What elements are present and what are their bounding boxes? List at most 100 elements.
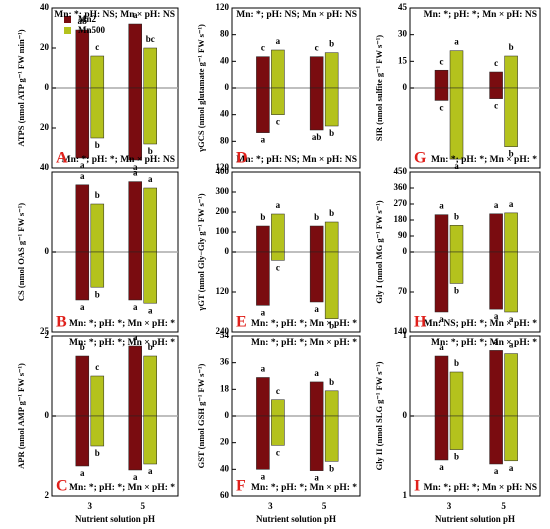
y-tick-label: 80 xyxy=(220,135,230,145)
significance-letter: a xyxy=(80,171,85,181)
y-tick-label: 120 xyxy=(216,162,230,172)
panel-letter: C xyxy=(56,478,68,495)
y-tick-label: 0 xyxy=(403,246,408,256)
y-tick-label: 0 xyxy=(225,246,230,256)
legend-swatch xyxy=(64,27,71,34)
annotation: Mn: *; pH: *; Mn × pH: * xyxy=(69,319,175,329)
significance-letter: c xyxy=(494,101,498,111)
significance-letter: a xyxy=(314,304,319,314)
y-tick-label: 20 xyxy=(40,42,50,52)
bar xyxy=(143,355,157,417)
bar xyxy=(449,225,464,253)
significance-letter: b xyxy=(314,212,319,222)
y-axis-label: CS (nmol OAS g⁻¹ FW s⁻¹) xyxy=(16,203,26,301)
significance-letter: a xyxy=(133,302,138,312)
significance-letter: b xyxy=(95,140,100,150)
x-axis-label: Nutrient solution pH xyxy=(256,514,336,524)
bar xyxy=(309,415,324,471)
significance-letter: a xyxy=(276,36,281,46)
significance-letter: b xyxy=(95,289,100,299)
significance-letter: a xyxy=(133,162,138,172)
bar xyxy=(90,415,105,447)
bar xyxy=(489,213,503,253)
y-tick-label: 200 xyxy=(216,206,230,216)
panel-letter: D xyxy=(236,150,248,167)
y-tick-label: 270 xyxy=(394,198,408,208)
significance-letter: c xyxy=(440,56,444,66)
bar xyxy=(271,399,285,417)
x-tick-label: 5 xyxy=(322,501,327,511)
significance-letter: a xyxy=(494,466,499,476)
y-tick-label: 40 xyxy=(220,463,230,473)
significance-letter: b xyxy=(509,42,514,52)
significance-letter: c xyxy=(315,43,319,53)
y-tick-label: 180 xyxy=(394,214,408,224)
bar xyxy=(143,251,157,304)
significance-letter: a xyxy=(261,307,266,317)
bar xyxy=(309,225,324,253)
significance-letter: a xyxy=(133,10,138,20)
bar xyxy=(489,350,503,417)
annotation: Mn: *; pH: NS; Mn × pH: NS xyxy=(236,10,357,20)
y-tick-label: 2 xyxy=(45,490,50,500)
bar xyxy=(504,55,518,89)
y-axis-label: Gly I (nmol MG g⁻¹ FW s⁻¹) xyxy=(374,200,384,303)
significance-letter: a xyxy=(148,466,153,476)
bar xyxy=(90,203,105,253)
significance-letter: a xyxy=(439,201,444,211)
significance-letter: a xyxy=(261,364,266,374)
y-tick-label: 15 xyxy=(398,55,408,65)
bar xyxy=(449,415,464,450)
y-tick-label: 60 xyxy=(220,490,230,500)
annotation: Mn: *; pH: *; Mn × pH: * xyxy=(431,338,537,348)
significance-letter: b xyxy=(454,358,459,368)
bar xyxy=(75,29,90,89)
significance-letter: b xyxy=(329,463,334,473)
y-tick-label: 40 xyxy=(220,55,230,65)
bar xyxy=(434,87,449,101)
significance-letter: c xyxy=(261,43,265,53)
significance-letter: c xyxy=(276,117,280,127)
y-tick-label: 20 xyxy=(40,122,50,132)
y-tick-label: 0 xyxy=(403,410,408,420)
annotation: Mn: *; pH: *; Mn × pH: NS xyxy=(62,155,175,165)
bar xyxy=(489,87,503,99)
significance-letter: a xyxy=(80,302,85,312)
panel-letter: G xyxy=(414,150,427,167)
y-axis-label: GST (nmol GSH g⁻¹ FW s⁻¹) xyxy=(196,363,206,468)
y-tick-label: 0 xyxy=(225,82,230,92)
x-axis-label: Nutrient solution pH xyxy=(435,514,515,524)
bar xyxy=(143,47,157,89)
annotation: Mn: NS; pH: *; Mn × pH: * xyxy=(424,319,538,329)
significance-letter: c xyxy=(276,386,280,396)
significance-letter: b xyxy=(148,342,153,352)
significance-letter: a xyxy=(454,161,459,171)
y-tick-label: 2 xyxy=(45,330,50,340)
significance-letter: b xyxy=(329,208,334,218)
significance-letter: a xyxy=(148,305,153,315)
panel-letter: A xyxy=(56,150,68,167)
y-tick-label: 120 xyxy=(216,286,230,296)
significance-letter: b xyxy=(329,321,334,331)
bar xyxy=(128,415,142,471)
y-axis-label: SIR (nmol sulfite g⁻¹ FW s⁻¹) xyxy=(374,35,384,141)
bar xyxy=(128,87,142,161)
y-tick-label: 40 xyxy=(40,2,50,12)
significance-letter: b xyxy=(95,448,100,458)
significance-letter: a xyxy=(509,463,514,473)
bar xyxy=(324,87,339,127)
significance-letter: a xyxy=(494,336,499,346)
annotation: Mn: *; pH: *; Mn × pH: * xyxy=(251,319,357,329)
bar xyxy=(309,381,324,417)
y-tick-label: 40 xyxy=(40,162,50,172)
y-axis-label: APR (nmol AMP g⁻¹ FW s⁻¹) xyxy=(16,363,26,469)
panel-letter: B xyxy=(56,314,67,331)
significance-letter: a xyxy=(80,468,85,478)
y-axis-label: ATPS (nmol ATP g⁻¹ FW min⁻¹) xyxy=(16,29,26,146)
bar xyxy=(489,71,503,89)
bar xyxy=(504,212,518,253)
panel-letter: F xyxy=(236,478,246,495)
significance-letter: b xyxy=(260,212,265,222)
y-axis-label: Gly II (nmol SLG g⁻¹ FW s⁻¹) xyxy=(374,361,384,470)
